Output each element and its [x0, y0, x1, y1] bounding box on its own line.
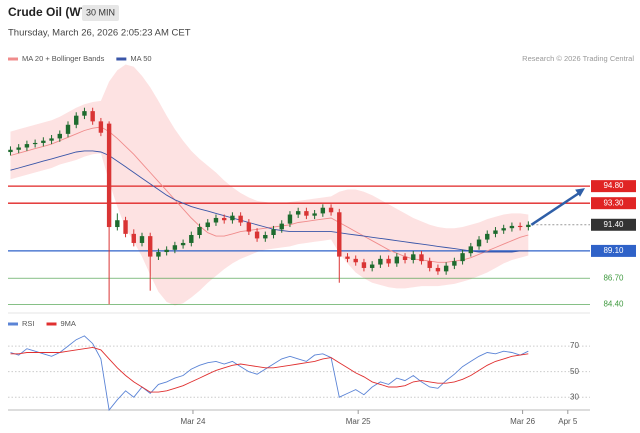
candle-body — [221, 217, 227, 221]
candle-body — [320, 207, 326, 214]
candle-body — [304, 211, 309, 216]
candle-body — [263, 235, 268, 239]
candle-body — [205, 222, 210, 228]
datetime: Thursday, March 26, 2026 2:05:23 AM CET — [8, 28, 191, 39]
candle-body — [230, 215, 235, 221]
level-label: 94.80 — [603, 181, 624, 190]
level-label-box — [591, 244, 636, 257]
candle-body — [106, 123, 112, 228]
rsi-line — [10, 335, 529, 412]
candle-body — [312, 213, 317, 216]
y-tick-label: 70 — [570, 341, 579, 350]
level-label-box — [591, 180, 636, 193]
candle-body — [452, 261, 457, 266]
projection-arrow — [530, 192, 580, 226]
level-label: 91.40 — [603, 220, 624, 229]
level-label: 93.30 — [603, 198, 624, 207]
y-tick-label: 30 — [570, 392, 579, 401]
y-tick-label: 50 — [570, 367, 579, 376]
candle-body — [254, 231, 260, 239]
candle-body — [115, 220, 120, 228]
x-tick-label: Mar 25 — [346, 417, 371, 426]
candle-body — [369, 264, 375, 268]
legend-label: 9MA — [61, 319, 76, 328]
candle-body — [90, 111, 95, 122]
candle-body — [435, 267, 441, 272]
candle-body — [74, 115, 79, 125]
candle-body — [476, 239, 482, 247]
interval: 30 MIN — [86, 7, 115, 17]
projection-arrowhead — [575, 188, 585, 197]
candle-body — [353, 258, 358, 263]
candle-body — [485, 233, 490, 240]
candle-body — [41, 140, 46, 143]
candle-body — [213, 217, 219, 223]
candle-body — [419, 254, 424, 262]
interval-badge — [82, 5, 119, 21]
candle-body — [16, 147, 21, 150]
candle-body — [49, 138, 54, 141]
candle-body — [131, 233, 136, 243]
candle-body — [82, 111, 87, 116]
rsi-line — [10, 346, 529, 393]
level-label-box — [591, 218, 636, 231]
candle-body — [468, 246, 474, 254]
candle-body — [361, 262, 367, 268]
candle-body — [123, 220, 128, 234]
x-tick-label: Apr 5 — [558, 417, 578, 426]
candle-body — [156, 252, 161, 257]
candle-body — [32, 142, 38, 145]
candle-body — [443, 265, 449, 272]
candle-body — [246, 222, 252, 232]
level-label: 89.10 — [603, 246, 624, 255]
legend-label: RSI — [22, 319, 35, 328]
candle-body — [493, 230, 498, 234]
x-tick-label: Mar 24 — [181, 417, 206, 426]
candle-body — [271, 229, 276, 235]
candle-body — [411, 254, 416, 260]
title: Crude Oil (WTI) — [8, 5, 95, 19]
level-label-box — [591, 197, 636, 210]
candle-body — [517, 225, 523, 228]
bollinger-band — [10, 64, 529, 306]
candle-body — [57, 133, 62, 139]
candle-body — [287, 214, 293, 224]
level-label: 86.70 — [603, 273, 624, 282]
candle-body — [197, 227, 202, 235]
moving-average — [10, 126, 529, 263]
candle-body — [345, 256, 350, 259]
candle-body — [295, 211, 301, 215]
candle-body — [98, 121, 104, 133]
candle-body — [65, 124, 71, 134]
moving-average — [10, 150, 529, 253]
candle-body — [180, 242, 186, 246]
candle-body — [279, 223, 284, 230]
candle-body — [526, 224, 531, 228]
candle-body — [328, 207, 334, 213]
candle-body — [148, 236, 153, 257]
copyright: Research © 2026 Trading Central — [522, 54, 634, 63]
level-label: 84.40 — [603, 299, 624, 308]
candle-body — [402, 256, 408, 260]
candle-body — [460, 253, 465, 262]
candle-body — [427, 261, 432, 268]
candle-body — [386, 258, 391, 264]
candle-body — [394, 256, 400, 264]
candle-body — [501, 228, 506, 231]
candle-body — [164, 249, 169, 253]
candle-body — [337, 212, 342, 257]
candle-body — [139, 236, 145, 243]
candle-body — [378, 258, 383, 265]
candle-body — [238, 215, 243, 223]
candle-body — [8, 149, 13, 153]
candle-body — [509, 225, 515, 229]
legend-label: MA 50 — [130, 54, 151, 63]
legend-label: MA 20 + Bollinger Bands — [22, 54, 105, 63]
candle-body — [24, 144, 30, 148]
candle-body — [189, 235, 194, 243]
x-tick-label: Mar 26 — [510, 417, 535, 426]
candle-body — [172, 245, 178, 250]
